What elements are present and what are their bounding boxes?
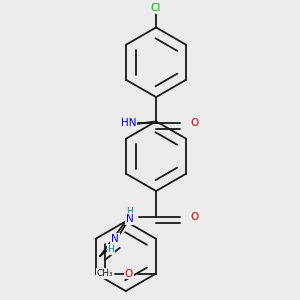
Text: O: O <box>124 268 133 279</box>
Text: H: H <box>107 245 114 254</box>
Text: H: H <box>126 207 133 216</box>
Text: N: N <box>111 234 119 244</box>
Text: O: O <box>191 118 199 128</box>
Text: O: O <box>191 212 199 222</box>
Text: HN: HN <box>121 118 136 128</box>
Text: N: N <box>126 214 134 224</box>
Text: CH₃: CH₃ <box>97 269 113 278</box>
Text: Cl: Cl <box>151 3 161 13</box>
